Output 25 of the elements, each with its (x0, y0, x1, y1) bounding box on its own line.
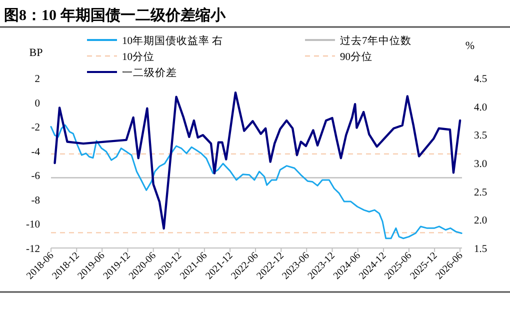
y2-axis-title: % (465, 40, 475, 52)
y2-tick-label: 1.5 (474, 244, 488, 255)
y2-tick-label: 3.0 (474, 159, 488, 170)
legend-label: 10年期国债收益率 右 (122, 34, 224, 47)
y-tick-label: -4 (31, 146, 41, 158)
y-tick-label: 2 (34, 74, 40, 85)
legend-label: 过去7年中位数 (340, 34, 412, 47)
y2-tick-label: 4.0 (474, 102, 488, 114)
line-series (54, 91, 462, 230)
line-series (50, 124, 462, 240)
y2-tick-label: 3.5 (474, 130, 488, 142)
y-tick-label: -8 (31, 195, 40, 206)
chart-title: 图8：10 年期国债一二级价差缩小 (4, 7, 226, 24)
y2-tick-label: 2.0 (474, 216, 488, 227)
legend-label: 10分位 (122, 51, 154, 63)
legend-label: 90分位 (340, 51, 372, 63)
y2-tick-label: 4.5 (474, 74, 488, 85)
y-tick-label: -6 (31, 171, 40, 182)
y-tick-label: -10 (26, 220, 40, 231)
legend-label: 一二级价差 (122, 67, 177, 79)
y-tick-label: -12 (26, 244, 40, 255)
y-tick-label: 0 (34, 98, 40, 110)
y-tick-label: -2 (31, 122, 40, 134)
y2-tick-label: 2.5 (474, 187, 488, 198)
y-axis-title: BP (29, 47, 43, 59)
